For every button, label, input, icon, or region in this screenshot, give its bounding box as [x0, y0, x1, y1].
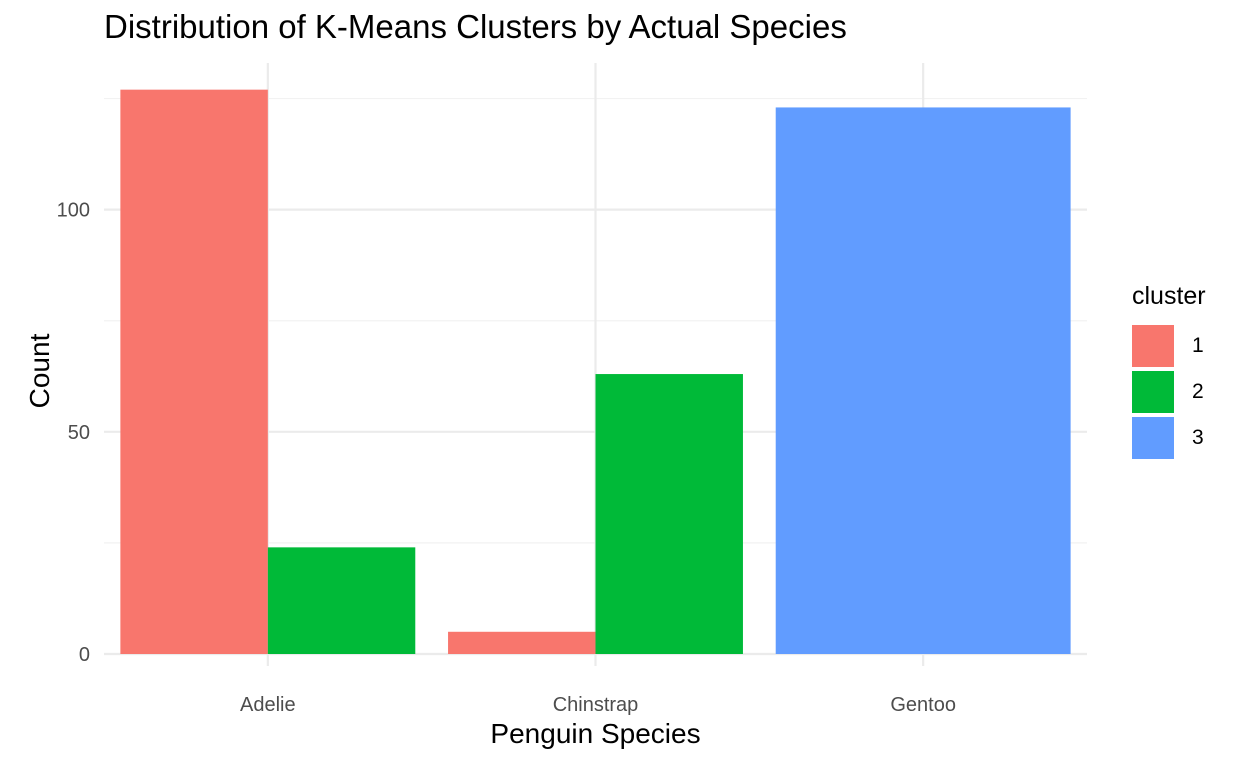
- x-tick-label: Adelie: [240, 694, 296, 716]
- legend-label: 3: [1192, 426, 1204, 449]
- chart-title: Distribution of K-Means Clusters by Actu…: [104, 8, 847, 45]
- legend: cluster 1 2 3: [1132, 282, 1206, 461]
- bar-adelie-cluster-2: [267, 547, 416, 654]
- legend-key-swatch: [1132, 417, 1174, 459]
- legend-title: cluster: [1132, 282, 1206, 310]
- legend-key-swatch: [1132, 371, 1174, 413]
- bar-adelie-cluster-1: [120, 89, 268, 655]
- bar-chinstrap-cluster-1: [448, 631, 596, 654]
- x-tick-label: Gentoo: [890, 694, 956, 716]
- legend-label: 1: [1192, 334, 1204, 357]
- legend-item-cluster-1: 1: [1132, 323, 1206, 369]
- bar-gentoo-cluster-3: [775, 107, 1071, 654]
- y-tick-label: 50: [68, 422, 90, 444]
- legend-item-cluster-2: 2: [1132, 369, 1206, 415]
- bar-chinstrap-cluster-2: [595, 374, 743, 654]
- x-axis-title: Penguin Species: [490, 718, 701, 749]
- legend-item-cluster-3: 3: [1132, 415, 1206, 461]
- legend-label: 2: [1192, 380, 1204, 403]
- y-axis-title: Count: [24, 333, 55, 409]
- y-tick-label: 0: [79, 644, 90, 666]
- x-tick-label: Chinstrap: [553, 694, 639, 716]
- legend-key-swatch: [1132, 325, 1174, 367]
- y-tick-label: 100: [57, 200, 90, 222]
- legend-items: 1 2 3: [1132, 323, 1206, 461]
